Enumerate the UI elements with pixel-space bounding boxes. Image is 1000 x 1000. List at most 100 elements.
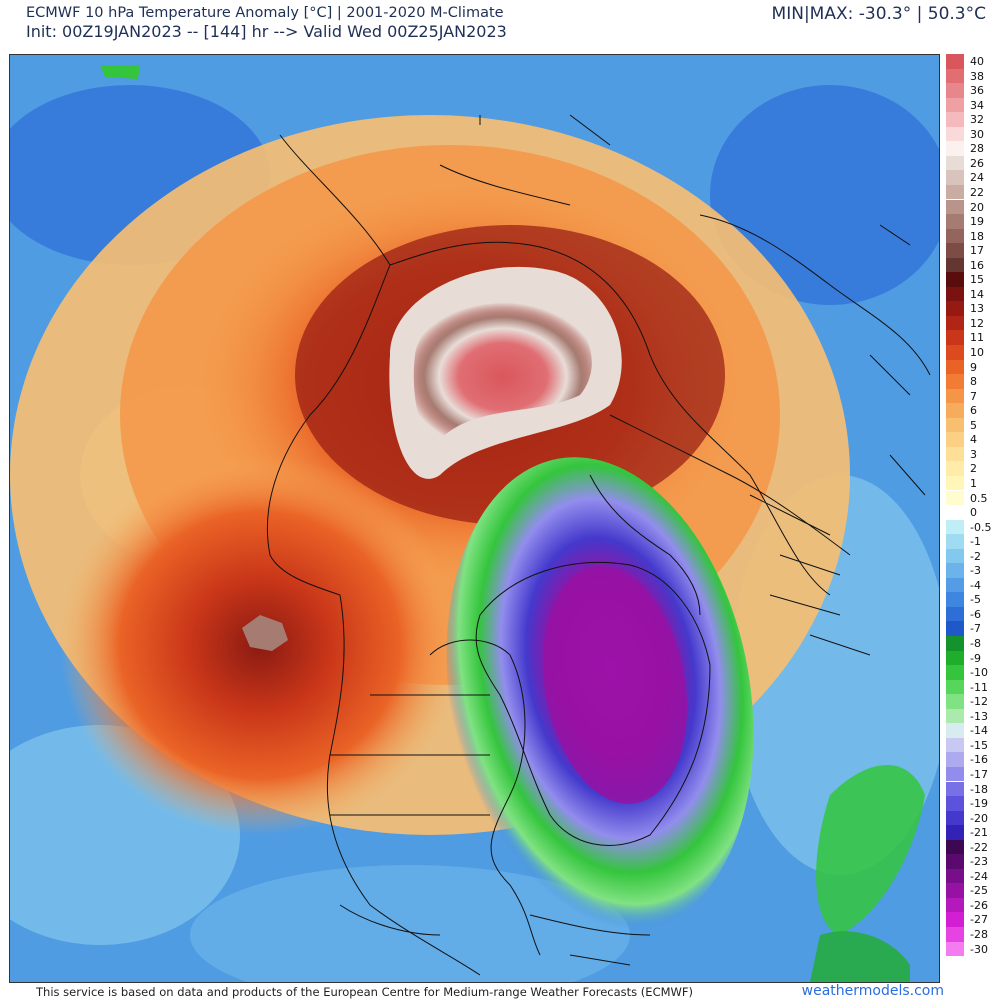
legend-label: 30 [970, 127, 984, 141]
legend-label: -14 [970, 724, 988, 738]
legend-label: 13 [970, 302, 984, 316]
legend-swatch [946, 839, 964, 855]
legend-label: 26 [970, 156, 984, 170]
legend-label: 0.5 [970, 491, 988, 505]
pacific-peak [242, 615, 288, 651]
cold-anomaly-core [542, 566, 688, 804]
legend-swatch [946, 432, 964, 447]
legend-label: 3 [970, 447, 977, 461]
legend-swatch [946, 272, 964, 287]
legend-label: -3 [970, 564, 981, 578]
legend-swatch [946, 548, 964, 564]
legend-label: 40 [970, 55, 984, 68]
legend-label: -13 [970, 709, 988, 723]
legend-swatch [946, 636, 964, 651]
legend-swatch [946, 534, 964, 549]
legend-swatch [946, 694, 964, 709]
legend-label: 2 [970, 462, 977, 476]
legend-label: 14 [970, 287, 984, 301]
legend-label: 22 [970, 185, 984, 199]
legend-swatch [946, 723, 964, 738]
legend-swatch [946, 475, 964, 491]
legend-swatch [946, 490, 964, 505]
legend-label: -5 [970, 593, 981, 607]
legend-label: 8 [970, 375, 977, 389]
legend-swatch [946, 810, 964, 826]
legend-label: 32 [970, 113, 984, 127]
footer-disclaimer: This service is based on data and produc… [36, 985, 693, 999]
run-info: Init: 00Z19JAN2023 -- [144] hr --> Valid… [26, 22, 507, 41]
legend-swatch [946, 708, 964, 724]
legend-label: -11 [970, 680, 988, 694]
legend-label: -28 [970, 928, 988, 941]
legend-label: 9 [970, 360, 977, 374]
atlantic-cold-patch [816, 765, 925, 935]
legend-swatch [946, 606, 964, 622]
legend-label: 7 [970, 389, 977, 403]
legend-swatch [946, 286, 964, 302]
atlantic-cold-patch-2 [810, 931, 910, 982]
legend-swatch [946, 403, 964, 418]
legend-swatch [946, 359, 964, 375]
legend-swatch [946, 199, 964, 214]
legend-swatch [946, 126, 964, 142]
legend-swatch [946, 301, 964, 316]
legend-label: -26 [970, 898, 988, 912]
legend-label: -24 [970, 869, 988, 883]
legend-label: 0 [970, 506, 977, 520]
legend-swatch [946, 112, 964, 127]
legend-label: -15 [970, 738, 988, 752]
legend-swatch [946, 315, 964, 331]
legend-swatch [946, 83, 964, 98]
legend-label: 19 [970, 215, 984, 229]
legend-label: 11 [970, 331, 984, 345]
legend-label: -7 [970, 622, 981, 636]
legend-label: -18 [970, 782, 988, 796]
chart-title: ECMWF 10 hPa Temperature Anomaly [°C] | … [26, 5, 504, 21]
legend-label: 28 [970, 142, 984, 156]
legend-swatch [946, 650, 964, 666]
legend-swatch [946, 388, 964, 404]
color-scale-legend: 40 38 36 34 32 30 28 26 24 22 20 19 18 17 16 15 14 13 12 11… [946, 54, 998, 984]
legend-swatch [946, 228, 964, 244]
legend-swatch [946, 155, 964, 171]
legend-label: 6 [970, 404, 977, 418]
legend-swatch [946, 345, 964, 360]
legend-swatch [946, 912, 964, 927]
legend-label: -20 [970, 811, 988, 825]
legend-swatch [946, 214, 964, 229]
legend-swatch [946, 54, 964, 69]
legend-label: -12 [970, 695, 988, 709]
legend-label: 17 [970, 244, 984, 258]
legend-swatch [946, 854, 964, 869]
legend-swatch [946, 679, 964, 695]
legend-label: -17 [970, 767, 988, 781]
legend-swatch [946, 97, 964, 113]
legend-swatch [946, 184, 964, 200]
legend-label: 24 [970, 171, 984, 185]
legend-label: 4 [970, 433, 977, 447]
legend-label: 1 [970, 476, 977, 490]
legend-label: 10 [970, 346, 984, 359]
legend-swatch [946, 897, 964, 913]
brand-link[interactable]: weathermodels.com [801, 983, 944, 999]
legend-label: -25 [970, 884, 988, 898]
legend-swatch [946, 781, 964, 796]
legend-label: -8 [970, 637, 981, 650]
legend-swatch [946, 941, 964, 957]
legend-label: 12 [970, 316, 984, 330]
legend-label: -16 [970, 753, 988, 767]
legend-label: -0.5 [970, 520, 992, 534]
legend-label: -21 [970, 826, 988, 840]
legend-swatch [946, 519, 964, 535]
legend-swatch [946, 68, 964, 84]
legend-swatch [946, 796, 964, 811]
legend-label: 16 [970, 258, 984, 272]
legend-swatch [946, 927, 964, 942]
legend-swatch [946, 752, 964, 767]
legend-swatch [946, 141, 964, 156]
legend-label: -10 [970, 666, 988, 680]
legend-label: -22 [970, 840, 988, 854]
legend-swatch [946, 737, 964, 753]
legend-label: 38 [970, 69, 984, 83]
